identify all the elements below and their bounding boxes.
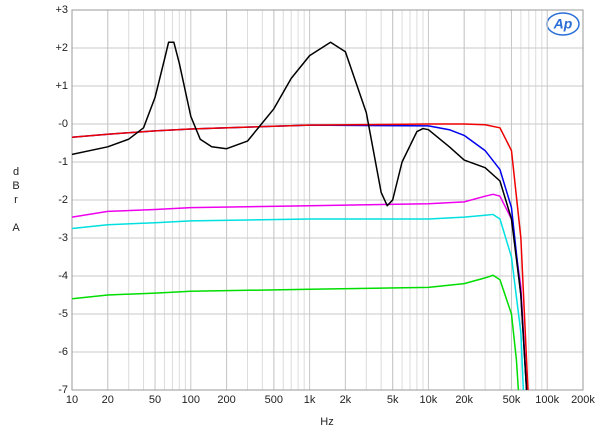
- y-tick-label: -6: [58, 346, 68, 358]
- y-tick-label: -5: [58, 308, 68, 320]
- y-tick-label: +3: [55, 4, 68, 16]
- series-line: [72, 41, 528, 390]
- series-line: [72, 274, 520, 390]
- x-tick-label: 100k: [535, 394, 559, 406]
- x-tick-label: 500: [265, 394, 283, 406]
- x-tick-label: 200k: [571, 394, 595, 406]
- x-tick-label: 1k: [304, 394, 316, 406]
- y-tick-label: -2: [58, 194, 68, 206]
- y-tick-label: -0: [58, 118, 68, 130]
- x-tick-label: 20: [102, 394, 114, 406]
- series-line: [72, 124, 528, 390]
- x-tick-label: 5k: [387, 394, 399, 406]
- y-tick-label: -7: [58, 384, 68, 396]
- x-tick-label: 20k: [455, 394, 473, 406]
- x-tick-label: 200: [217, 394, 235, 406]
- y-axis-unit: A: [12, 222, 20, 234]
- x-tick-label: 10k: [420, 394, 438, 406]
- x-tick-label: 2k: [340, 394, 352, 406]
- plot-lines: [72, 41, 529, 390]
- x-tick-label: 50k: [503, 394, 521, 406]
- series-line: [72, 123, 529, 390]
- x-axis-label: Hz: [320, 416, 333, 428]
- y-tick-label: -4: [58, 270, 68, 282]
- logo: Ap: [553, 16, 573, 32]
- y-tick-label: +2: [55, 42, 68, 54]
- y-tick-label: -3: [58, 232, 68, 244]
- y-tick-label: -1: [58, 156, 68, 168]
- y-tick-label: +1: [55, 80, 68, 92]
- series-line: [72, 213, 525, 390]
- x-tick-label: 50: [149, 394, 161, 406]
- plot-frame: [71, 9, 584, 391]
- x-tick-label: 100: [182, 394, 200, 406]
- x-tick-label: 10: [66, 394, 78, 406]
